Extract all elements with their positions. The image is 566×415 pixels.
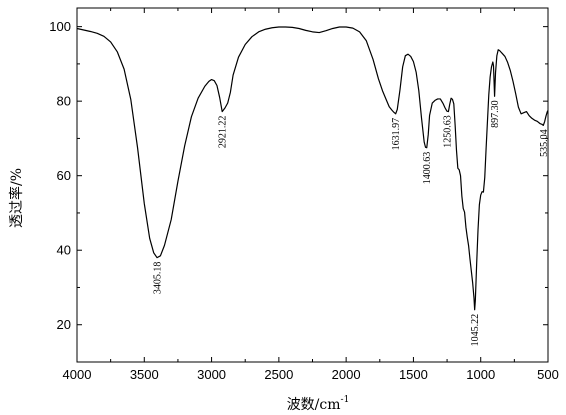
axis-ticks [76, 8, 549, 363]
transmittance-line [76, 26, 549, 311]
y-tick-label: 80 [57, 94, 71, 109]
peak-label: 1631.97 [391, 118, 402, 150]
x-tick-label: 3000 [197, 367, 226, 382]
y-tick-label: 40 [57, 243, 71, 258]
plot-frame [76, 7, 549, 363]
peak-label: 2921.22 [218, 116, 229, 149]
y-axis-title: 透过率/% [8, 168, 25, 228]
x-tick-label: 4000 [63, 367, 92, 382]
peak-annotations: 3405.18 2921.22 1631.97 1400.63 1250.63 1045.… [153, 100, 550, 346]
peak-label: 1045.22 [470, 314, 481, 347]
x-axis-title-superscript: -1 [341, 395, 350, 405]
peak-label: 897.30 [490, 100, 501, 128]
x-tick-label: 500 [537, 367, 559, 382]
peak-label: 3405.18 [153, 262, 164, 295]
x-tick-label: 2500 [264, 367, 293, 382]
peak-label: 535.04 [539, 129, 550, 157]
y-tick-label: 20 [57, 317, 71, 332]
x-tick-label: 1500 [399, 367, 428, 382]
y-tick-label: 60 [57, 168, 71, 183]
axis-tick-labels: 4000 3500 3000 2500 2000 1500 1000 500 20 40 60 80 1… [49, 19, 559, 382]
x-tick-label: 1000 [466, 367, 495, 382]
peak-label: 1250.63 [442, 115, 453, 148]
x-tick-label: 3500 [130, 367, 159, 382]
x-axis-title: 波数/cm-1 [287, 395, 350, 413]
peak-label: 1400.63 [422, 152, 433, 185]
y-tick-label: 100 [49, 19, 71, 34]
x-tick-label: 2000 [332, 367, 361, 382]
